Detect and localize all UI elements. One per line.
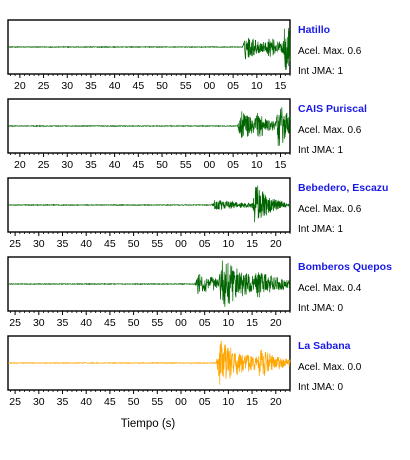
x-tick-label: 50 xyxy=(156,159,168,171)
station-name: Hatillo xyxy=(298,24,330,36)
acel-max-label: Acel. Max. 0.6 xyxy=(298,204,362,215)
x-tick-label: 20 xyxy=(14,159,26,171)
x-tick-label: 25 xyxy=(9,396,21,408)
x-tick-label: 30 xyxy=(61,159,73,171)
waveform-trace xyxy=(7,27,291,70)
x-tick-label: 55 xyxy=(180,80,192,92)
x-tick-label: 55 xyxy=(180,159,192,171)
x-tick-label: 30 xyxy=(33,238,45,250)
station-name: La Sabana xyxy=(298,340,351,352)
waveform-trace xyxy=(7,260,291,307)
x-tick-label: 30 xyxy=(33,396,45,408)
panel-3: 25 30 35 40 45 50 55 00 05 10 15 20 Bebedero, Escazu… xyxy=(7,177,388,250)
x-tick-label: 25 xyxy=(38,80,50,92)
x-tick-label: 45 xyxy=(104,238,116,250)
x-tick-label: 10 xyxy=(223,317,235,329)
x-tick-label: 25 xyxy=(38,159,50,171)
x-tick-label: 00 xyxy=(175,238,187,250)
panel-2: 20 25 30 35 40 45 50 55 00 05 10 15 CAIS Puriscal Ace… xyxy=(7,98,367,171)
x-tick-label: 40 xyxy=(80,317,92,329)
x-tick-label: 50 xyxy=(128,317,140,329)
int-jma-label: Int JMA: 0 xyxy=(298,382,343,393)
x-tick-label: 55 xyxy=(151,396,163,408)
x-tick-label: 40 xyxy=(109,80,121,92)
x-tick-label: 10 xyxy=(223,238,235,250)
x-tick-label: 40 xyxy=(80,238,92,250)
x-tick-label: 55 xyxy=(151,317,163,329)
x-tick-label: 00 xyxy=(204,159,216,171)
panel-1: 20 25 30 35 40 45 50 55 00 05 10 15 Hatillo Acel. Max… xyxy=(7,19,362,92)
x-tick-label: 45 xyxy=(104,317,116,329)
panel-5: 25 30 35 40 45 50 55 00 05 10 15 20 La Sabana Acel. M… xyxy=(7,335,362,408)
int-jma-label: Int JMA: 1 xyxy=(298,145,343,156)
x-axis-title: Tiempo (s) xyxy=(121,418,176,430)
panel-4: 25 30 35 40 45 50 55 00 05 10 15 20 Bomberos Quepos A… xyxy=(7,256,392,329)
x-tick-label: 05 xyxy=(227,80,239,92)
int-jma-label: Int JMA: 0 xyxy=(298,303,343,314)
waveform-trace xyxy=(7,107,291,147)
x-tick-label: 35 xyxy=(85,80,97,92)
int-jma-label: Int JMA: 1 xyxy=(298,66,343,77)
x-tick-label: 45 xyxy=(132,80,144,92)
int-jma-label: Int JMA: 1 xyxy=(298,224,343,235)
x-tick-label: 15 xyxy=(246,317,258,329)
station-name: Bomberos Quepos xyxy=(298,261,392,273)
x-tick-label: 50 xyxy=(128,238,140,250)
x-tick-label: 05 xyxy=(199,317,211,329)
x-tick-label: 20 xyxy=(270,238,282,250)
acel-max-label: Acel. Max. 0.4 xyxy=(298,283,362,294)
x-tick-label: 50 xyxy=(128,396,140,408)
waveform-trace xyxy=(7,340,291,385)
x-tick-label: 05 xyxy=(199,238,211,250)
x-tick-label: 05 xyxy=(227,159,239,171)
acel-max-label: Acel. Max. 0.6 xyxy=(298,125,362,136)
acel-max-label: Acel. Max. 0.6 xyxy=(298,46,362,57)
x-tick-label: 15 xyxy=(246,238,258,250)
x-tick-label: 00 xyxy=(175,317,187,329)
x-tick-label: 10 xyxy=(223,396,235,408)
x-tick-label: 45 xyxy=(104,396,116,408)
x-tick-label: 45 xyxy=(132,159,144,171)
x-tick-label: 25 xyxy=(9,238,21,250)
x-tick-label: 40 xyxy=(80,396,92,408)
waveform-trace xyxy=(7,185,291,223)
x-tick-label: 20 xyxy=(270,317,282,329)
x-tick-label: 00 xyxy=(204,80,216,92)
x-tick-label: 50 xyxy=(156,80,168,92)
x-tick-label: 30 xyxy=(33,317,45,329)
x-tick-label: 15 xyxy=(246,396,258,408)
x-tick-label: 10 xyxy=(251,80,263,92)
x-tick-label: 35 xyxy=(57,396,69,408)
x-tick-label: 20 xyxy=(14,80,26,92)
x-tick-label: 35 xyxy=(57,238,69,250)
x-tick-label: 15 xyxy=(275,159,287,171)
x-tick-label: 35 xyxy=(57,317,69,329)
acel-max-label: Acel. Max. 0.0 xyxy=(298,362,362,373)
x-tick-label: 35 xyxy=(85,159,97,171)
x-tick-label: 10 xyxy=(251,159,263,171)
x-tick-label: 40 xyxy=(109,159,121,171)
x-tick-label: 00 xyxy=(175,396,187,408)
x-tick-label: 15 xyxy=(275,80,287,92)
station-name: Bebedero, Escazu xyxy=(298,182,388,194)
x-tick-label: 55 xyxy=(151,238,163,250)
x-tick-label: 20 xyxy=(270,396,282,408)
x-tick-label: 30 xyxy=(61,80,73,92)
x-tick-label: 05 xyxy=(199,396,211,408)
x-tick-label: 25 xyxy=(9,317,21,329)
panels: 20 25 30 35 40 45 50 55 00 05 10 15 Hatillo Acel. Max… xyxy=(7,19,392,408)
station-name: CAIS Puriscal xyxy=(298,103,367,115)
